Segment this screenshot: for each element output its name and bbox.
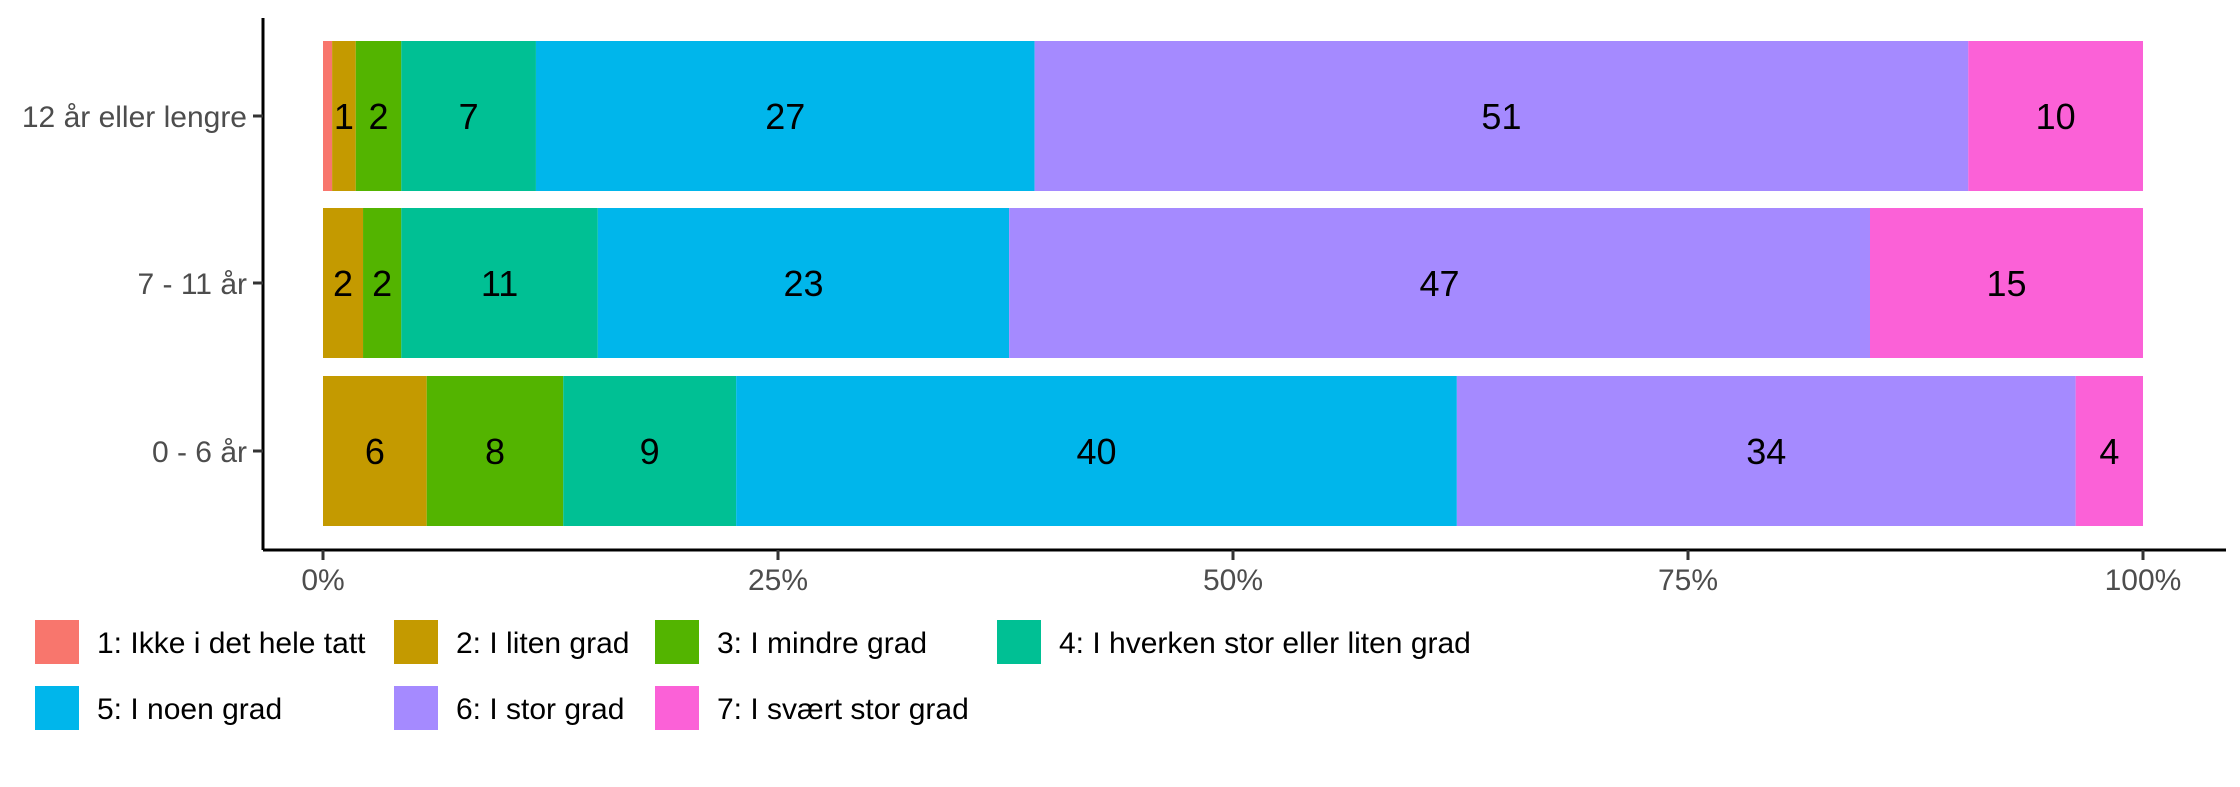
bar-segment-row2-series2 — [323, 376, 427, 526]
legend-swatch-1-ikke-i-det-hele-tatt — [35, 620, 79, 664]
data-label-row1-series3: 2 — [372, 263, 392, 304]
bar-segment-row2-series7 — [2075, 376, 2143, 526]
y-tick-label-0: 12 år eller lengre — [22, 101, 247, 134]
bar-segment-row1-series5 — [597, 208, 1010, 358]
legend-swatch-5-i-noen-grad — [35, 686, 79, 730]
legend-swatch-4-i-hverken-stor-eller-liten-grad — [997, 620, 1041, 664]
y-tick-label-2: 0 - 6 år — [152, 436, 247, 469]
bar-segment-row0-series7 — [1968, 41, 2143, 191]
legend-label-6-i-stor-grad: 6: I stor grad — [456, 693, 624, 726]
bar-segment-row2-series3 — [426, 376, 564, 526]
data-label-row0-series7: 10 — [2036, 96, 2076, 137]
data-label-row0-series2: 1 — [334, 96, 354, 137]
legend-label-5-i-noen-grad: 5: I noen grad — [97, 693, 282, 726]
legend-label-4-i-hverken-stor-eller-liten-grad: 4: I hverken stor eller liten grad — [1059, 627, 1471, 660]
data-label-row2-series5: 40 — [1076, 431, 1116, 472]
legend-swatch-3-i-mindre-grad — [655, 620, 699, 664]
data-label-row2-series3: 8 — [485, 431, 505, 472]
bar-segment-row1-series4 — [401, 208, 598, 358]
data-label-row0-series4: 7 — [459, 96, 479, 137]
bar-segment-row2-series4 — [563, 376, 737, 526]
data-label-row1-series2: 2 — [333, 263, 353, 304]
bar-segment-row2-series5 — [736, 376, 1457, 526]
bar-segment-row1-series6 — [1009, 208, 1870, 358]
y-tick-label-1: 7 - 11 år — [138, 268, 248, 301]
bar-segment-row1-series7 — [1870, 208, 2143, 358]
legend-label-1-ikke-i-det-hele-tatt: 1: Ikke i det hele tatt — [97, 627, 366, 660]
legend-swatch-2-i-liten-grad — [394, 620, 438, 664]
data-label-row0-series3: 2 — [368, 96, 388, 137]
legend-label-3-i-mindre-grad: 3: I mindre grad — [717, 627, 927, 660]
axes: 12 år eller lengre 7 - 11 år 0 - 6 år 0% 25%… — [22, 18, 2226, 597]
data-label-row1-series6: 47 — [1420, 263, 1460, 304]
bar-segment-row1-series3 — [363, 208, 402, 358]
x-tick-label-4: 100% — [2105, 564, 2182, 597]
data-label-row0-series6: 51 — [1481, 96, 1521, 137]
x-tick-label-2: 50% — [1203, 564, 1263, 597]
x-tick-label-3: 75% — [1658, 564, 1718, 597]
data-label-row0-series5: 27 — [765, 96, 805, 137]
bar-segment-row0-series5 — [535, 41, 1035, 191]
data-label-row2-series7: 4 — [2099, 431, 2119, 472]
data-label-row1-series5: 23 — [783, 263, 823, 304]
data-label-row2-series6: 34 — [1746, 431, 1786, 472]
bars — [323, 41, 2143, 526]
legend-swatch-6-i-stor-grad — [394, 686, 438, 730]
bar-segment-row2-series6 — [1456, 376, 2076, 526]
legend-label-7-i-sv-rt-stor-grad: 7: I svært stor grad — [717, 693, 969, 726]
data-label-row2-series4: 9 — [640, 431, 660, 472]
bar-segment-row0-series3 — [355, 41, 402, 191]
data-label-row2-series2: 6 — [365, 431, 385, 472]
bar-segment-row0-series1 — [323, 41, 333, 191]
bar-segment-row1-series2 — [323, 208, 364, 358]
legend: 1: Ikke i det hele tatt 2: I liten grad 3:… — [35, 620, 1471, 730]
data-label-row1-series7: 15 — [1986, 263, 2026, 304]
legend-swatch-7-i-sv-rt-stor-grad — [655, 686, 699, 730]
data-label-row1-series4: 11 — [481, 263, 518, 304]
bar-segment-row0-series6 — [1034, 41, 1969, 191]
bar-segment-row0-series2 — [332, 41, 356, 191]
bar-segment-row0-series4 — [401, 41, 536, 191]
data-labels: 1 2 7 27 51 102 2 11 23 47 156 8 9 40 34 4 — [333, 96, 2119, 472]
legend-label-2-i-liten-grad: 2: I liten grad — [456, 627, 629, 660]
x-tick-label-1: 25% — [748, 564, 808, 597]
x-tick-label-0: 0% — [301, 564, 344, 597]
